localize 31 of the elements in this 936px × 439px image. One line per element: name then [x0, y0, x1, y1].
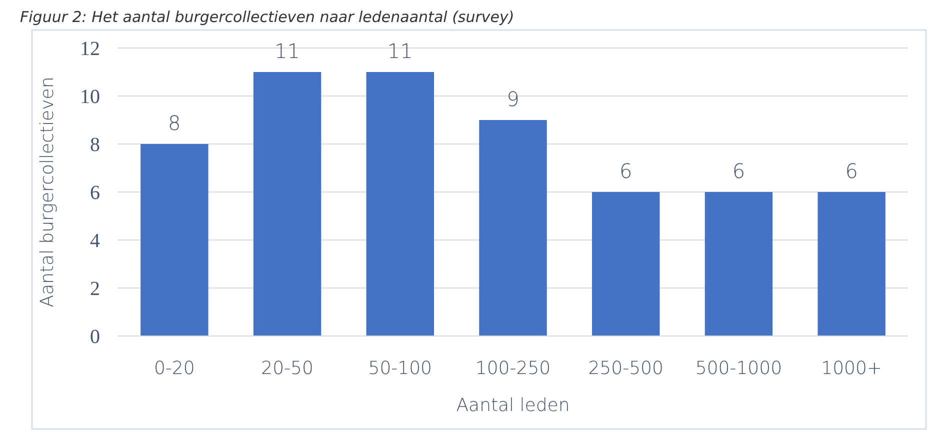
x-axis-title: Aantal leden [456, 395, 570, 416]
data-label: 8 [168, 111, 181, 135]
chart-title: Figuur 2: Het aantal burgercollectieven naar ledenaantal (survey) [20, 8, 514, 26]
bar [479, 120, 547, 336]
bar [366, 72, 434, 336]
y-tick-label: 8 [90, 134, 100, 156]
y-tick-label: 2 [90, 278, 100, 300]
data-label: 11 [387, 39, 413, 63]
x-tick-label: 250-500 [588, 358, 664, 379]
bar [140, 144, 208, 336]
y-tick-label: 6 [90, 182, 100, 204]
x-tick-label: 50-100 [368, 358, 432, 379]
data-label: 6 [845, 159, 858, 183]
bar [818, 192, 886, 336]
data-label: 9 [506, 87, 520, 111]
x-tick-label: 20-50 [261, 358, 314, 379]
y-tick-label: 0 [90, 326, 100, 348]
data-label: 6 [732, 159, 746, 183]
bar [253, 72, 322, 336]
x-tick-label: 1000+ [821, 358, 882, 379]
data-label: 6 [619, 159, 632, 183]
y-axis-title: Aantal burgercollectieven [37, 76, 58, 308]
bar [704, 192, 773, 336]
x-tick-label: 100-250 [475, 358, 551, 379]
y-tick-label: 12 [80, 38, 100, 60]
y-tick-label: 4 [90, 230, 100, 252]
data-label: 11 [274, 39, 300, 63]
x-tick-label: 0-20 [154, 358, 195, 379]
y-tick-label: 10 [80, 86, 100, 108]
bar [592, 192, 660, 336]
x-tick-label: 500-1000 [695, 358, 782, 379]
